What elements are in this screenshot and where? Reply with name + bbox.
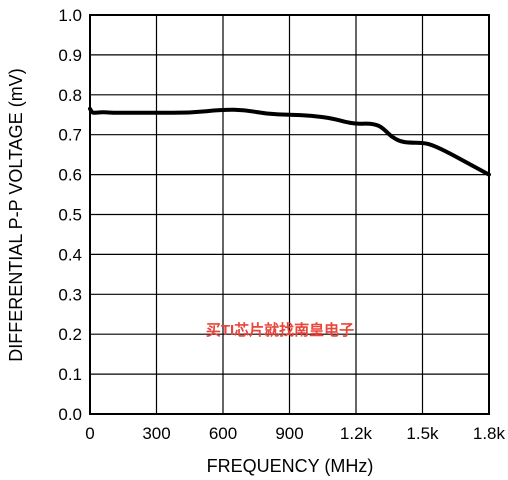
y-axis-label: DIFFERENTIAL P-P VOLTAGE (mV) — [6, 68, 26, 361]
x-tick-labels: 0 300 600 900 1.2k 1.5k 1.8k — [85, 424, 505, 443]
y-tick-label: 0.2 — [58, 325, 82, 344]
y-tick-label: 1.0 — [58, 6, 82, 25]
y-tick-labels: 0.0 0.1 0.2 0.3 0.4 0.5 0.6 0.7 0.8 0.9 1.0 — [58, 6, 82, 424]
x-tick-label: 1.8k — [473, 424, 506, 443]
y-tick-label: 0.6 — [58, 166, 82, 185]
y-tick-label: 0.7 — [58, 126, 82, 145]
x-tick-label: 300 — [142, 424, 170, 443]
series-line — [88, 106, 491, 177]
x-tick-label: 900 — [275, 424, 303, 443]
x-tick-label: 1.2k — [340, 424, 373, 443]
x-tick-label: 600 — [209, 424, 237, 443]
x-axis-label: FREQUENCY (MHz) — [207, 456, 374, 476]
y-tick-label: 0.3 — [58, 285, 82, 304]
y-tick-label: 0.4 — [58, 245, 82, 264]
x-tick-label: 0 — [85, 424, 94, 443]
grid-lines — [89, 14, 490, 415]
x-tick-label: 1.5k — [406, 424, 439, 443]
y-tick-label: 0.8 — [58, 86, 82, 105]
y-tick-label: 0.9 — [58, 46, 82, 65]
plot-frame — [89, 14, 490, 415]
watermark-text: 买TI芯片就找南皇电子 — [206, 321, 354, 339]
y-tick-label: 0.0 — [58, 405, 82, 424]
y-tick-label: 0.5 — [58, 206, 82, 225]
series-group — [88, 106, 491, 177]
y-tick-label: 0.1 — [58, 365, 82, 384]
